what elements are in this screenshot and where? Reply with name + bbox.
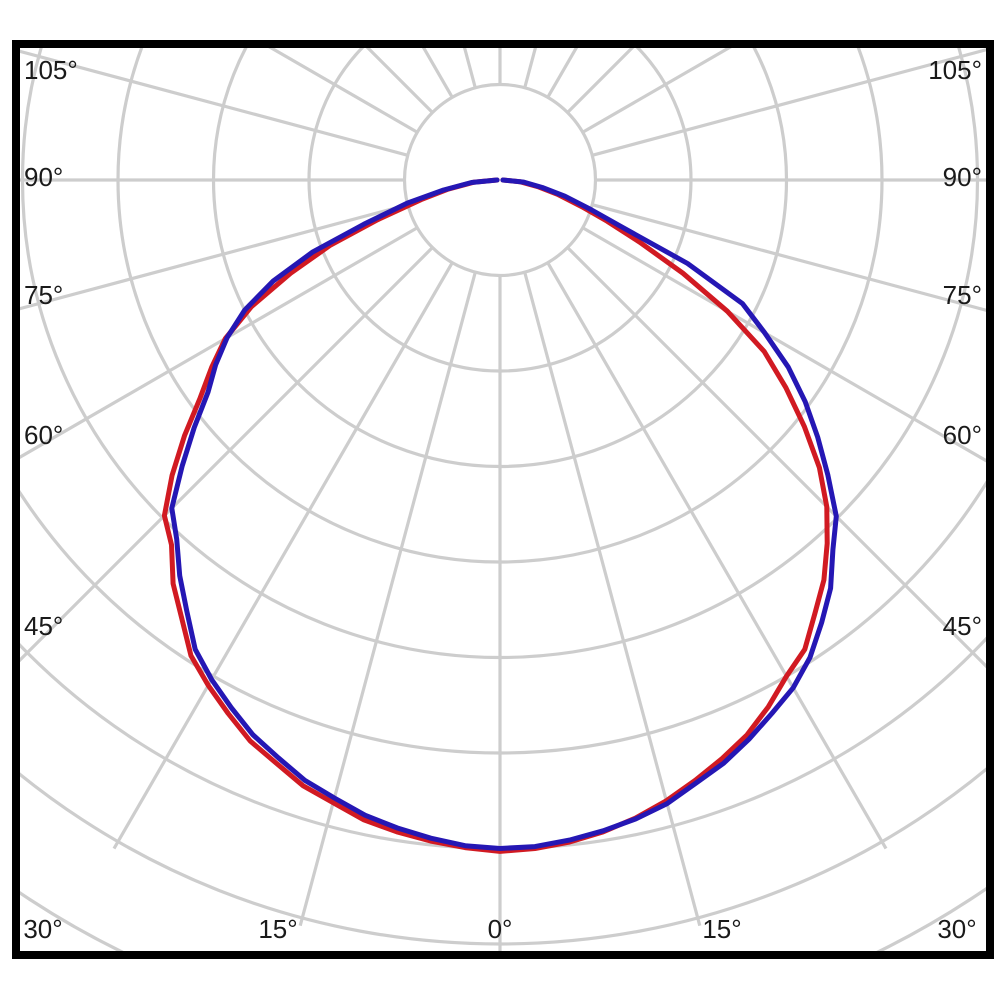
angle-tick-label-bottom: 15° xyxy=(258,914,297,944)
polar-spoke xyxy=(581,226,988,464)
polar-spoke xyxy=(20,49,409,157)
angle-tick-label-left: 90° xyxy=(24,162,63,192)
polar-spoke xyxy=(298,271,477,927)
angle-tick-label-left: 45° xyxy=(24,611,63,641)
polar-spoke xyxy=(20,246,434,663)
red-curve xyxy=(161,177,830,854)
angle-tick-label-bottom: 0° xyxy=(488,914,513,944)
angle-tick-label-right: 45° xyxy=(943,611,982,641)
angle-tick-label-right: 75° xyxy=(943,280,982,310)
polar-spoke xyxy=(112,261,454,850)
polar-spoke xyxy=(591,203,988,313)
angle-tick-label-left: 75° xyxy=(24,280,63,310)
polar-spoke xyxy=(546,261,888,850)
angle-tick-label-bottom: 30° xyxy=(937,914,976,944)
polar-spoke xyxy=(591,47,988,157)
angle-tick-label-left: 105° xyxy=(24,55,78,85)
angle-tick-label-right: 105° xyxy=(928,55,982,85)
angle-tick-label-bottom: 30° xyxy=(23,914,62,944)
angle-tick-label-right: 90° xyxy=(943,162,982,192)
angle-tick-label-left: 60° xyxy=(24,420,63,450)
blue-curve xyxy=(169,177,839,851)
polar-spoke xyxy=(20,203,409,311)
polar-spoke xyxy=(266,47,419,134)
angle-tick-label-right: 60° xyxy=(943,420,982,450)
polar-spoke xyxy=(581,47,734,134)
polar-spoke xyxy=(523,271,702,927)
angle-tick-label-bottom: 15° xyxy=(702,914,741,944)
chart-border xyxy=(12,40,994,959)
polar-spoke xyxy=(20,226,419,459)
polar-spoke xyxy=(566,246,988,671)
